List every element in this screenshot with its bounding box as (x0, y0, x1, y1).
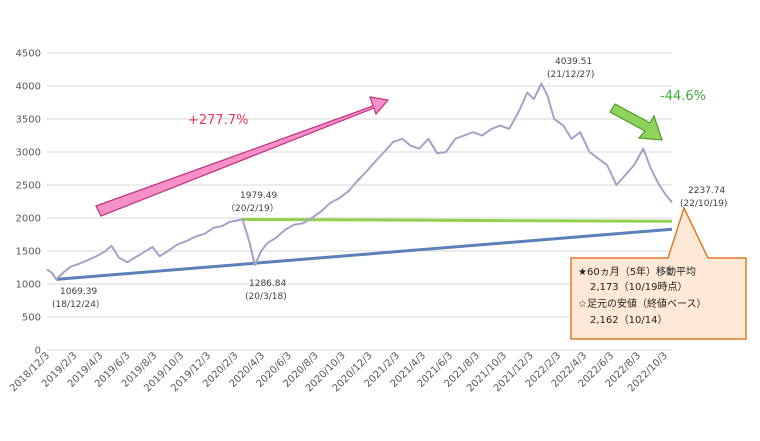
callout: ★60ヵ月（5年）移動平均 2,173（10/19時点） ☆足元の安値（終値ベー… (570, 205, 747, 340)
y-tick-label: 500 (22, 313, 41, 324)
price-series-line (46, 82, 673, 281)
annotation-peak-2020-value: 1979.49 (240, 191, 277, 201)
annotation-latest-value: 2237.74 (688, 186, 725, 196)
callout-box (570, 205, 747, 340)
rise-label: +277.7% (188, 113, 248, 128)
y-tick-label: 3000 (16, 148, 41, 159)
fall-label: -44.6% (660, 89, 706, 104)
series-lines (46, 82, 673, 281)
fall-arrow (609, 103, 663, 141)
y-tick-label: 2000 (16, 214, 41, 225)
y-tick-label: 3500 (16, 115, 41, 126)
annotation-low-2018-date: (18/12/24) (52, 300, 99, 310)
y-tick-label: 4000 (16, 82, 41, 93)
y-tick-label: 1500 (16, 247, 41, 258)
rise-arrow (95, 96, 390, 217)
annotation-peak-2020-date: （20/2/19） (226, 203, 279, 214)
y-tick-label: 4500 (16, 49, 41, 60)
y-tick-label: 2500 (16, 181, 41, 192)
trend-line-blue (56, 227, 673, 281)
annotation-low-2020-date: (20/3/18) (245, 292, 287, 302)
y-tick-label: 0 (35, 346, 41, 357)
callout-line-4: 2,162（10/14） (590, 314, 667, 326)
annotation-latest-date: (22/10/19) (680, 199, 727, 209)
annotation-peak-2021-value: 4039.51 (555, 57, 592, 67)
annotations: 1069.39 (18/12/24) 1979.49 （20/2/19） 128… (52, 57, 727, 310)
annotation-low-2018-value: 1069.39 (60, 287, 97, 297)
callout-line-1: ★60ヵ月（5年）移動平均 (578, 265, 696, 278)
callout-line-2: 2,173（10/19時点） (590, 281, 687, 293)
y-tick-label: 1000 (16, 280, 41, 291)
callout-line-3: ☆足元の安値（終値ベース） (578, 297, 706, 310)
annotation-peak-2021-date: (21/12/27) (547, 70, 594, 80)
grid-lines (47, 52, 672, 351)
y-axis-ticks: 0 500 1000 1500 2000 2500 3000 3500 4000 4500 (16, 49, 41, 357)
x-axis-ticks: 2018/12/32019/2/32019/4/32019/6/32019/8/… (8, 350, 670, 394)
annotation-low-2020-value: 1286.84 (249, 279, 286, 289)
trend-line-green (242, 217, 673, 223)
